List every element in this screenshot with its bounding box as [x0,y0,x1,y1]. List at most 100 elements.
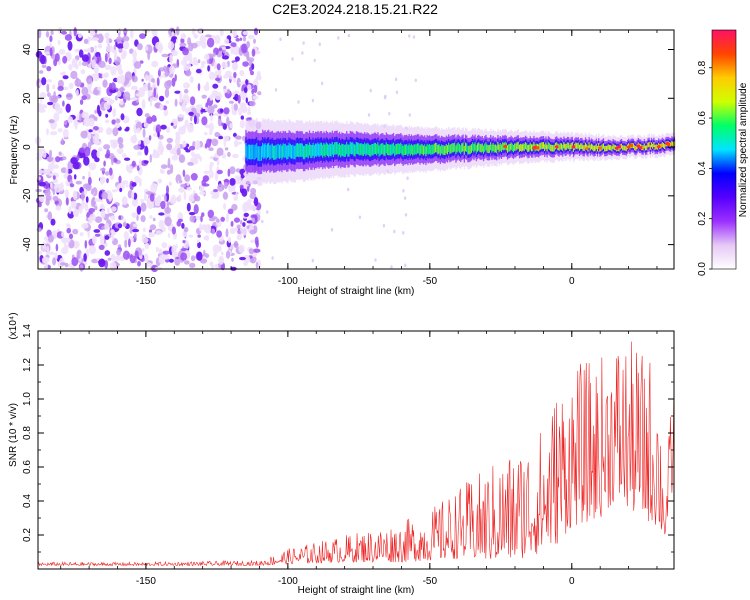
heatmap-noise-cell [100,209,106,219]
heatmap-noise-cell [72,228,79,235]
heatmap-noise-cell [169,54,174,64]
heatmap-noise-cell [148,232,155,238]
heatmap-noise-cell [226,88,230,95]
heatmap-noise-cell [111,156,114,166]
heatmap-noise-cell [227,236,232,243]
spectrogram-x-ticks: -150 -100 -50 0 [60,30,658,287]
heatmap-noise-cell [94,45,97,50]
heatmap-noise-cell [229,166,236,175]
heatmap-noise-cell [301,51,304,55]
heatmap-noise-cell [408,34,411,38]
heatmap-noise-cell [207,209,214,219]
heatmap-band-cell [474,142,476,151]
heatmap-band-cell [526,143,528,151]
heatmap-noise-cell [79,232,84,237]
heatmap-band-cell [406,144,408,155]
heatmap-band-cell [493,144,496,153]
heatmap-noise-cell [402,231,405,235]
colorbar: 0.0 0.2 0.4 0.6 0.8 Normalized spectral ampl… [697,29,749,276]
heatmap-noise-cell [73,27,77,37]
heatmap-noise-cell [261,219,264,224]
heatmap-noise-cell [111,189,118,193]
heatmap-band-cell [559,143,562,150]
heatmap-band-cell [470,144,473,153]
heatmap-noise-cell [117,136,124,145]
heatmap-noise-cell [216,147,224,156]
heatmap-noise-cell [167,233,171,238]
heatmap-band-cell [446,145,449,155]
heatmap-noise-cell [79,147,86,154]
x-tick-label: 0 [569,576,575,587]
heatmap-band-cell [246,146,248,161]
heatmap-band-cell [533,142,535,150]
heatmap-noise-cell [171,50,178,57]
heatmap-noise-cell [236,77,241,88]
heatmap-noise-cell [155,41,163,50]
heatmap-band-cell [316,143,318,157]
heatmap-noise-cell [151,78,155,83]
heatmap-band-cell [251,144,253,160]
heatmap-band-cell [270,144,272,159]
heatmap-noise-cell [42,168,51,175]
heatmap-band-cell [455,145,457,155]
spectrogram-frame [37,29,675,270]
heatmap-noise-cell [117,244,122,248]
heatmap-noise-cell [48,172,56,177]
heatmap-noise-cell [234,56,240,62]
heatmap-band-cell [655,144,658,150]
heatmap-noise-cell [121,153,127,158]
heatmap-band-cell [421,144,424,155]
heatmap-noise-cell [182,140,187,148]
heatmap-noise-cell [188,145,196,151]
heatmap-band-cell [402,146,404,157]
snr-y-label: SNR (10 * v/v) [8,403,19,467]
heatmap-noise-cell [182,47,189,56]
heatmap-band-cell [257,146,259,161]
heatmap-band-cell [482,145,485,154]
heatmap-noise-cell [247,106,251,114]
heatmap-noise-cell [38,181,47,187]
heatmap-noise-cell [229,123,233,129]
heatmap-noise-cell [141,99,146,110]
heatmap-band-cell [401,144,403,155]
heatmap-band-cell [425,146,427,157]
heatmap-noise-cell [205,106,208,112]
heatmap-band-cell [473,143,475,153]
heatmap-noise-cell [55,156,61,163]
heatmap-noise-cell [119,86,125,93]
heatmap-noise-cell [107,52,110,58]
heatmap-band-cell [348,144,350,157]
heatmap-noise-cell [50,182,53,189]
heatmap-noise-cell [149,215,153,219]
heatmap-band-cell [558,144,560,151]
heatmap-band-cell [481,143,484,152]
heatmap-band-cell [588,142,590,149]
heatmap-band-cell [343,144,346,157]
heatmap-noise-cell [80,69,86,75]
heatmap-noise-cell [223,135,230,142]
heatmap-noise-cell [52,188,56,196]
heatmap-noise-cell [177,218,183,223]
heatmap-noise-cell [157,69,161,77]
heatmap-band-cell [427,144,430,155]
heatmap-band-cell [397,143,400,155]
heatmap-noise-cell [358,215,362,220]
heatmap-noise-cell [64,34,72,41]
heatmap-noise-cell [68,233,74,240]
heatmap-noise-cell [55,53,60,62]
heatmap-noise-cell [120,113,125,121]
heatmap-noise-cell [41,77,47,86]
heatmap-noise-cell [183,226,189,233]
heatmap-noise-cell [388,111,391,116]
heatmap-noise-cell [249,192,257,200]
heatmap-noise-cell [195,68,202,74]
heatmap-band-cell [650,142,653,148]
heatmap-band-cell [442,145,444,155]
heatmap-noise-cell [222,191,228,200]
heatmap-noise-cell [251,88,255,95]
heatmap-noise-cell [382,223,386,228]
heatmap-noise-cell [144,262,153,268]
heatmap-noise-cell [255,261,259,269]
heatmap-band-cell [331,142,334,155]
heatmap-noise-cell [201,94,207,99]
